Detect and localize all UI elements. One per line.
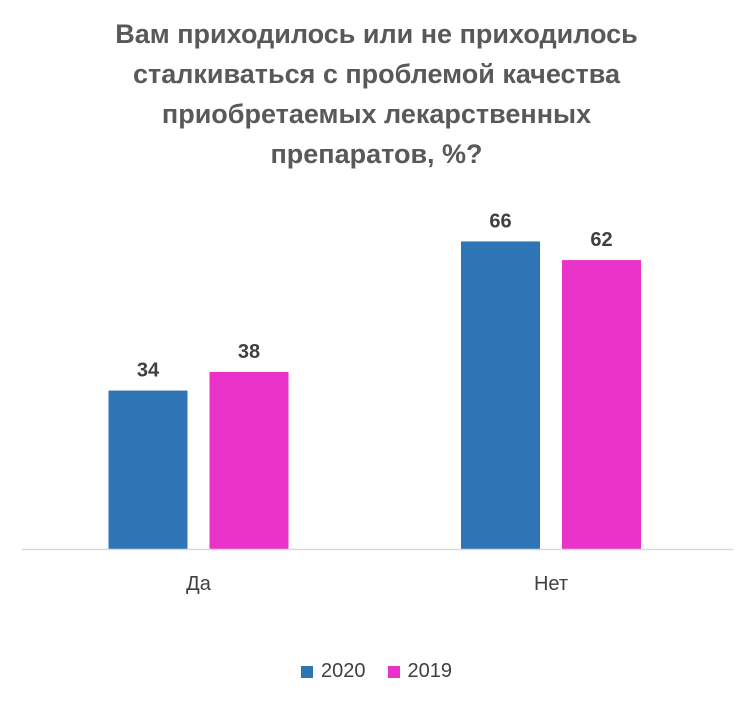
data-label-2019-1: 62 (590, 229, 612, 251)
bar-2020-0 (108, 390, 188, 549)
legend-swatch-2019 (387, 665, 400, 678)
legend-swatch-2020 (301, 665, 313, 678)
chart-title-line: приобретаемых лекарственных (161, 99, 592, 129)
data-label-2020-0: 34 (137, 360, 160, 382)
chart-title-line: сталкиваться с проблемой качества (132, 59, 621, 89)
bar-2020-1 (461, 241, 540, 549)
bar-2019-0 (209, 371, 289, 549)
chart-title: Вам приходилось или не приходилось сталк… (60, 14, 693, 174)
x-tick-labels: Да Нет (186, 573, 568, 595)
legend-item-2019: 2019 (387, 660, 453, 683)
chart-title-line: препаратов, %? (270, 139, 483, 169)
x-tick-label-1: Нет (534, 573, 568, 595)
legend-label-2020: 2020 (321, 660, 366, 682)
data-label-2020-1: 66 (489, 210, 511, 232)
x-tick-label-0: Да (186, 573, 212, 595)
legend-item-2020: 2020 (301, 660, 366, 683)
data-label-2019-0: 38 (238, 341, 260, 363)
legend-label-2019: 2019 (407, 660, 453, 682)
bars-group: 34 38 66 62 (108, 210, 641, 549)
bar-2019-1 (562, 260, 641, 549)
legend: 2020 2019 (0, 660, 753, 683)
chart-title-line: Вам приходилось или не приходилось (115, 19, 638, 49)
